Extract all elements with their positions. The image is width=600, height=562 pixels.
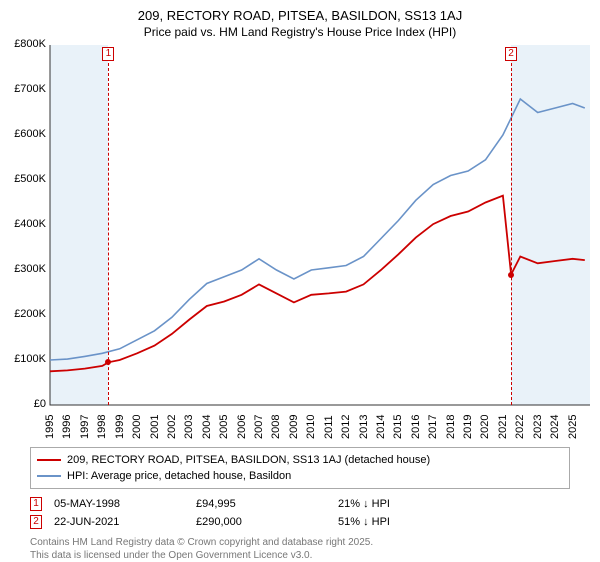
footer-text: Contains HM Land Registry data © Crown c…	[30, 537, 570, 562]
x-tick-label: 2015	[392, 415, 404, 439]
series-line	[50, 99, 585, 360]
x-tick-label: 2016	[410, 415, 422, 439]
x-tick-label: 2021	[497, 415, 509, 439]
legend-box: 209, RECTORY ROAD, PITSEA, BASILDON, SS1…	[30, 447, 570, 489]
x-tick-label: 2002	[166, 415, 178, 439]
legend-item: HPI: Average price, detached house, Basi…	[37, 468, 563, 484]
x-tick-label: 2010	[305, 415, 317, 439]
x-tick-label: 2003	[183, 415, 195, 439]
x-tick-label: 2004	[201, 415, 213, 439]
x-tick-label: 2018	[445, 415, 457, 439]
x-tick-label: 2024	[549, 415, 561, 439]
chart-title: 209, RECTORY ROAD, PITSEA, BASILDON, SS1…	[8, 8, 592, 23]
footer-line1: Contains HM Land Registry data © Crown c…	[30, 537, 570, 550]
x-tick-label: 2000	[131, 415, 143, 439]
sale-marker: 2	[505, 47, 517, 61]
x-tick-label: 2025	[567, 415, 579, 439]
x-tick-label: 1999	[114, 415, 126, 439]
x-tick-label: 2012	[340, 415, 352, 439]
chart-subtitle: Price paid vs. HM Land Registry's House …	[8, 25, 592, 39]
x-tick-label: 2011	[323, 415, 335, 439]
x-tick-label: 2008	[270, 415, 282, 439]
x-tick-label: 2013	[358, 415, 370, 439]
series-line	[50, 196, 585, 372]
x-tick-label: 2009	[288, 415, 300, 439]
sale-row: 105-MAY-1998£94,99521% ↓ HPI	[30, 495, 570, 513]
x-tick-label: 1995	[44, 415, 56, 439]
x-tick-label: 2001	[149, 415, 161, 439]
x-tick-label: 2006	[236, 415, 248, 439]
x-tick-label: 1997	[79, 415, 91, 439]
x-tick-label: 2014	[375, 415, 387, 439]
x-tick-label: 1996	[61, 415, 73, 439]
x-tick-label: 1998	[96, 415, 108, 439]
x-tick-label: 2017	[427, 415, 439, 439]
x-tick-label: 2022	[514, 415, 526, 439]
legend-item: 209, RECTORY ROAD, PITSEA, BASILDON, SS1…	[37, 452, 563, 468]
x-tick-label: 2019	[462, 415, 474, 439]
sale-row: 222-JUN-2021£290,00051% ↓ HPI	[30, 513, 570, 531]
sale-marker: 1	[102, 47, 114, 61]
x-tick-label: 2005	[218, 415, 230, 439]
x-tick-label: 2007	[253, 415, 265, 439]
x-tick-label: 2020	[479, 415, 491, 439]
footer-line2: This data is licensed under the Open Gov…	[30, 550, 570, 562]
x-tick-label: 2023	[532, 415, 544, 439]
chart-area: £0£100K£200K£300K£400K£500K£600K£700K£80…	[10, 45, 590, 441]
sales-table: 105-MAY-1998£94,99521% ↓ HPI222-JUN-2021…	[30, 495, 570, 531]
